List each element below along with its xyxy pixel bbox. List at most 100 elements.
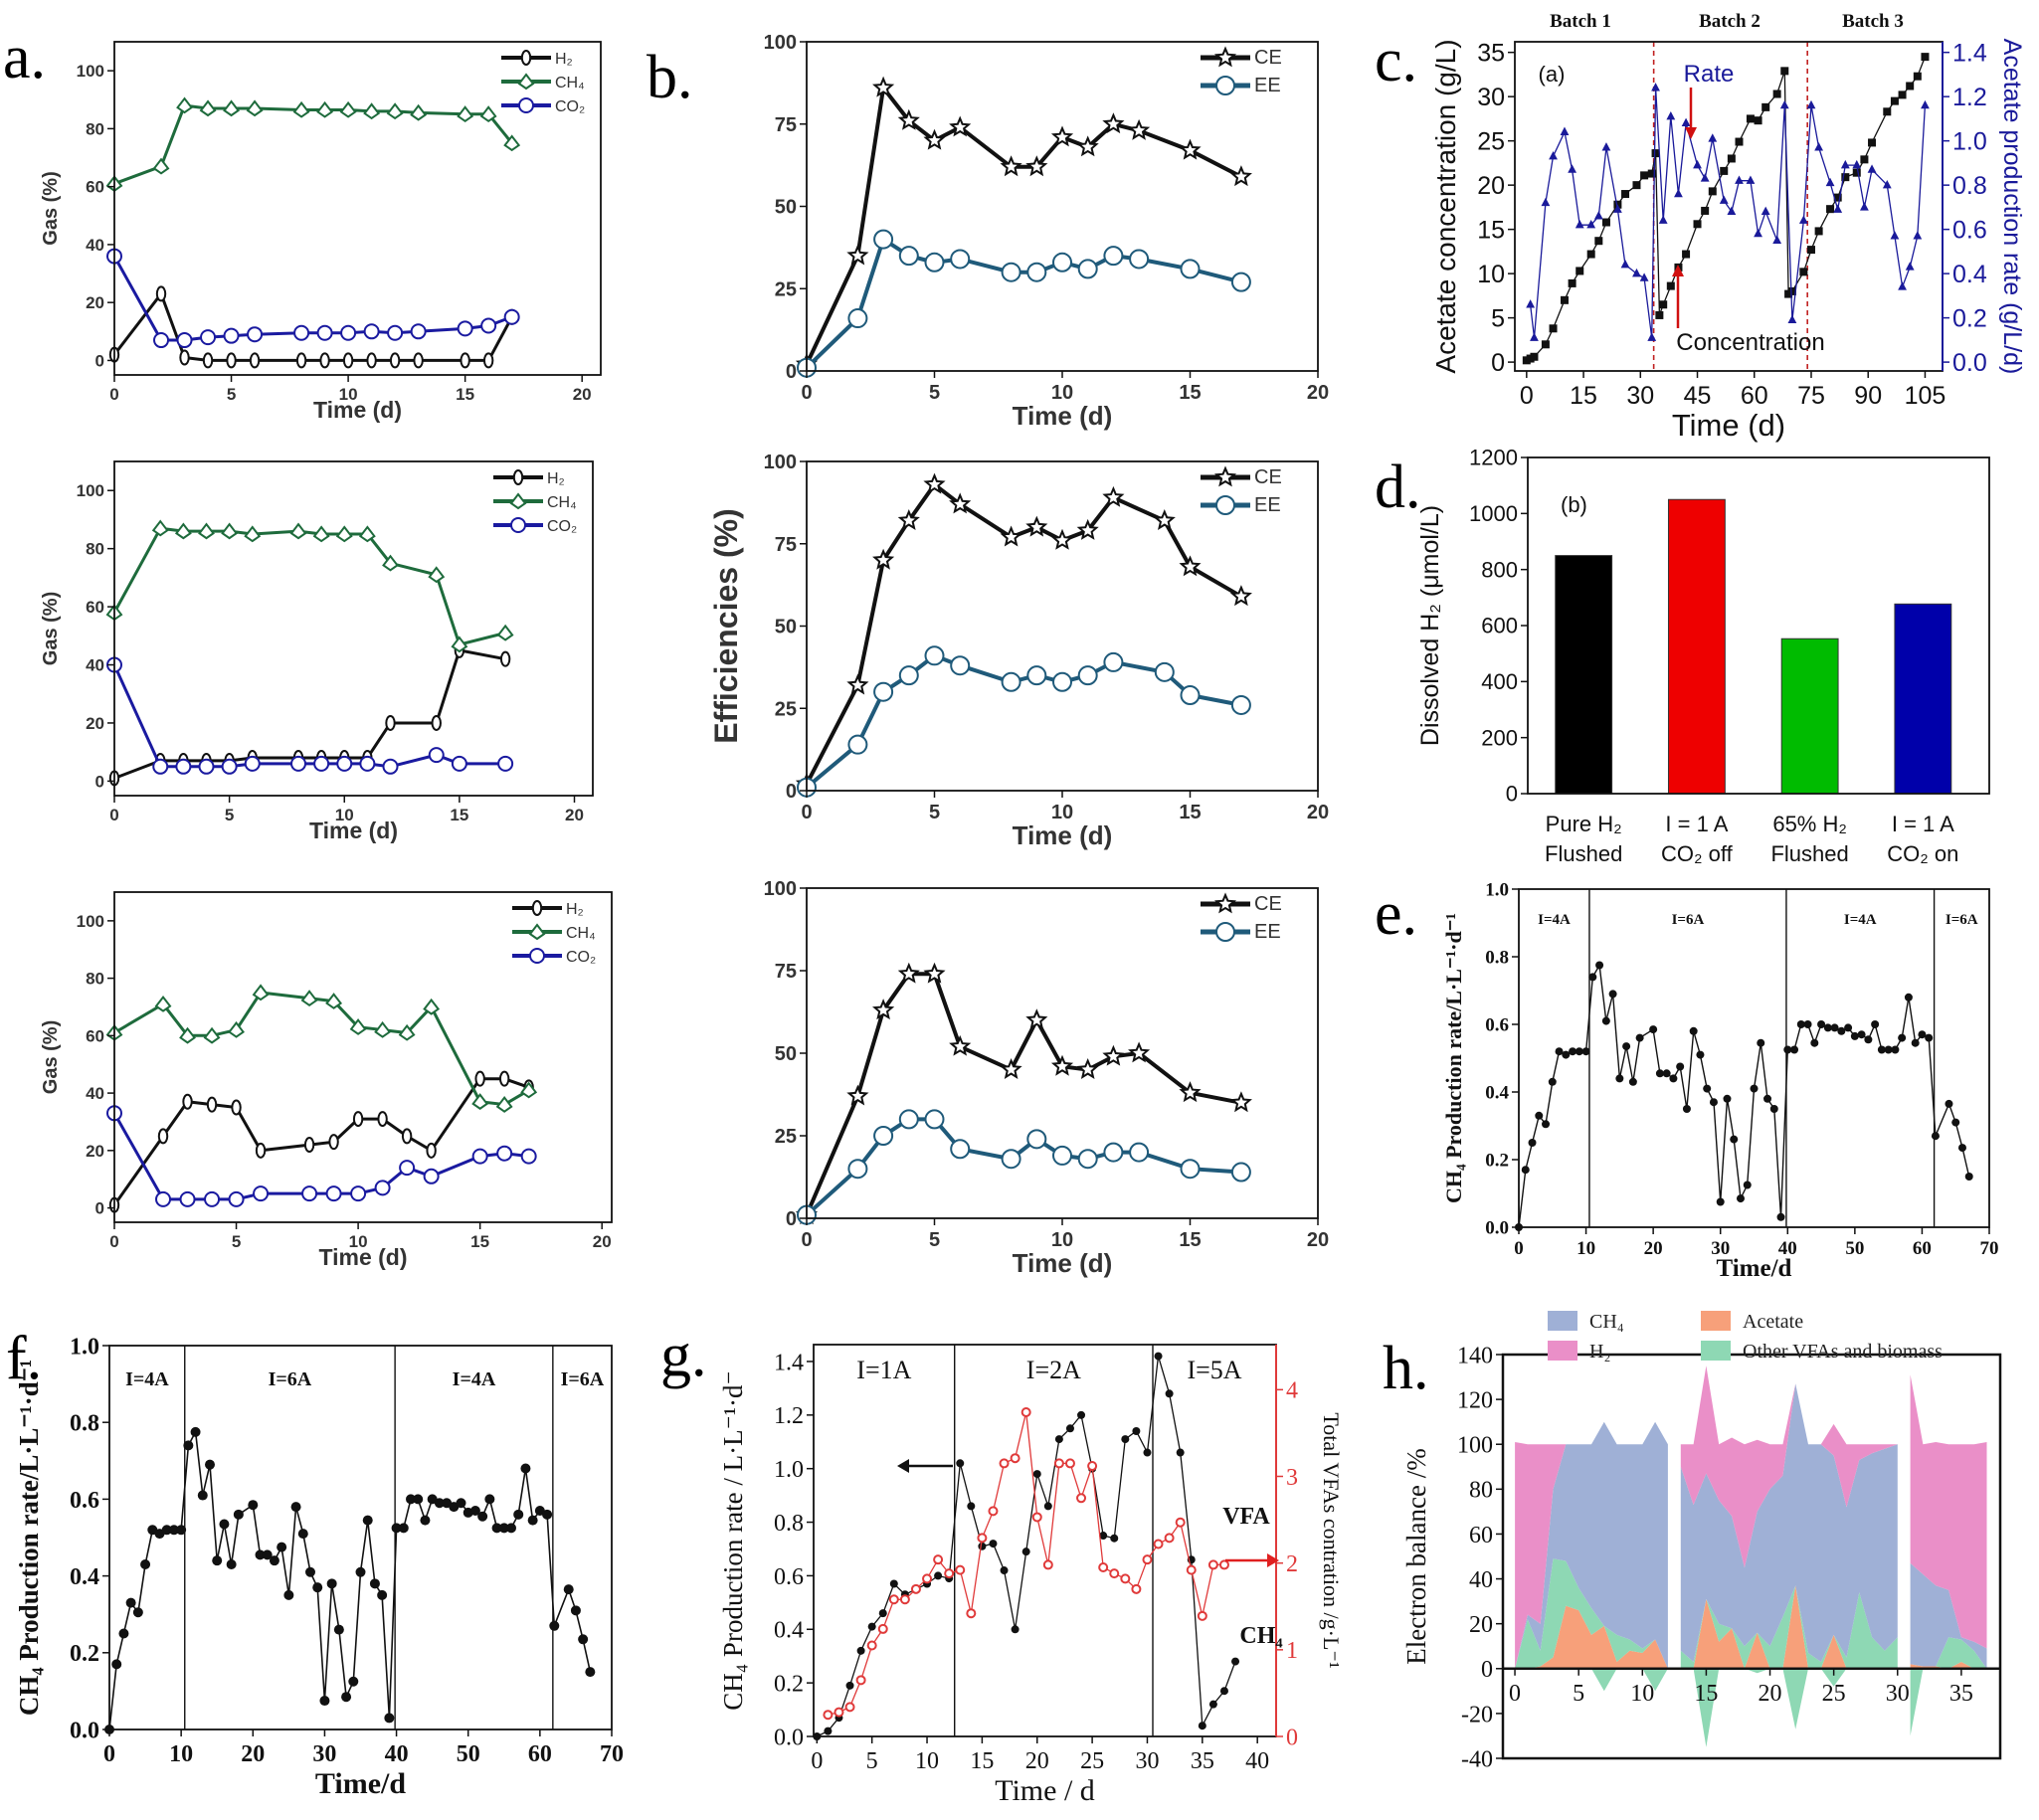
y-tick-label: 140: [1457, 1343, 1493, 1368]
e-series-point: [1601, 1016, 1610, 1025]
g-ch-point: [978, 1542, 987, 1550]
a1-ch-line: [113, 103, 513, 186]
y-tick-label: 0.6: [70, 1488, 99, 1514]
a2-ch-point: [382, 554, 399, 572]
legend-label: CE: [1254, 893, 1282, 915]
b3-ee-point: [1103, 1142, 1124, 1163]
c-rate-point: [1890, 231, 1900, 240]
y2-tick-label: 1.0: [1952, 127, 1987, 155]
c-concentration-point: [1860, 155, 1869, 164]
y-tick-label: 25: [1477, 127, 1505, 155]
a1-ch-point: [292, 100, 310, 118]
e-series-point: [1555, 1047, 1564, 1056]
c-concentration-point: [1693, 220, 1702, 229]
f-series-point: [269, 1555, 279, 1566]
a3-h-point: [352, 1111, 364, 1128]
y-axis-label: Gas (%): [40, 592, 62, 665]
b3-ee-point: [1026, 1129, 1047, 1150]
g-ch-point: [1011, 1625, 1020, 1634]
c-concentration-point: [1594, 237, 1603, 246]
e-series-point: [1964, 1173, 1973, 1181]
y2-tick-label: 0.2: [1952, 304, 1987, 332]
f-series-point: [197, 1490, 208, 1501]
b2-ee-point: [1230, 694, 1251, 715]
y-tick-label: 0.2: [70, 1641, 99, 1667]
c-rate-point: [1806, 99, 1816, 109]
c-rate-point: [1586, 219, 1596, 229]
x-tick-label: 0: [1514, 1238, 1524, 1259]
e-series-point: [1588, 973, 1597, 982]
panel-d: d. Pure H₂ Flushed I = 1 A CO₂ off 65% H₂ Flus…: [1375, 446, 1990, 866]
f-series-point: [277, 1542, 287, 1552]
b3-ee-point: [924, 1109, 945, 1130]
y-tick-label: 0.4: [774, 1618, 804, 1644]
a1-h-point: [202, 352, 214, 369]
x-tick-label: 20: [565, 806, 584, 824]
legend-item-ee: EE: [1201, 494, 1281, 516]
a1-co-point: [480, 317, 497, 334]
f-series-point: [283, 1589, 294, 1600]
legend-item-ch: CH₄: [493, 492, 577, 511]
g-ch-point: [1043, 1502, 1052, 1511]
x-tick-label: 20: [1307, 1229, 1329, 1251]
a1-ch-point: [152, 157, 170, 175]
x-tick-label: 60: [1741, 382, 1768, 410]
f-series-point: [377, 1589, 388, 1600]
c-concentration-point: [1666, 281, 1675, 290]
y-tick-label: -20: [1461, 1702, 1493, 1728]
x-tick-label: 10: [335, 806, 354, 824]
c-concentration-point: [1632, 181, 1641, 190]
e-series-point: [1776, 1212, 1785, 1221]
y-tick-label: 100: [77, 62, 104, 81]
b1-ee-point: [1180, 259, 1201, 279]
x-tick-label: 10: [169, 1741, 193, 1767]
f-series-point: [312, 1582, 323, 1593]
a1-ch-point: [339, 100, 357, 118]
c-concentration-point: [1906, 82, 1915, 91]
c-rate-point: [1693, 159, 1702, 169]
annotation-batch-2: Batch 2: [1699, 11, 1761, 32]
b1-ee-point: [1230, 272, 1251, 292]
c-rate-point: [1735, 175, 1744, 184]
f-series-point: [563, 1584, 574, 1595]
x-tick-label: 0: [109, 1232, 118, 1251]
a1-ch-point: [457, 105, 474, 123]
y-axis-label: CH₄ Production rate/L·L⁻¹·d⁻¹: [1441, 913, 1466, 1203]
b2-ee-point: [1103, 651, 1124, 672]
b1-ce-point: [1025, 155, 1048, 177]
g-ch-point: [867, 1622, 876, 1631]
x-tick-label: 60: [528, 1741, 552, 1767]
c-concentration-point: [1560, 295, 1569, 304]
panel-sublabel: (b): [1561, 492, 1587, 517]
y-tick-label: 20: [1469, 1612, 1493, 1638]
x-tick-label: 5: [866, 1748, 878, 1774]
b3-ee-point: [1001, 1149, 1021, 1170]
b2-ee-point: [1077, 665, 1098, 686]
a1-ch-point: [246, 99, 264, 117]
h-other-negative-area: [1515, 1668, 1668, 1692]
plot-frame: [1518, 888, 1990, 1228]
y-tick-label: 400: [1481, 669, 1518, 694]
g-ch-point: [934, 1571, 943, 1580]
c-concentration-point: [1841, 173, 1850, 182]
b1-ce-point: [872, 76, 895, 97]
y2-tick-label: 3: [1286, 1465, 1298, 1491]
g-ch-point: [1054, 1435, 1063, 1444]
x-tick-label: 25: [1822, 1681, 1846, 1707]
legend-item-other-vfas-and-biomass: Other VFAs and biomass: [1701, 1341, 1943, 1363]
f-series-point: [362, 1515, 373, 1526]
x-tick-label: 40: [385, 1741, 409, 1767]
x-tick-label: 0: [109, 806, 118, 824]
f-series-point: [233, 1509, 244, 1520]
g-vfa-point: [1042, 1559, 1053, 1570]
e-series-point: [1783, 1045, 1792, 1054]
y-tick-label: 0.0: [774, 1725, 804, 1750]
c-rate-point: [1898, 281, 1907, 290]
b1-ce-point: [1050, 125, 1074, 147]
x-tick-label: 0: [811, 1748, 823, 1774]
e-series-point: [1945, 1099, 1953, 1108]
y-axis-label: CH₄ Production rate / L·L⁻¹·d⁻: [718, 1370, 748, 1710]
x-axis-label: Time/d: [1709, 1818, 1794, 1820]
x-tick-label: 10: [1630, 1681, 1654, 1707]
x-tick-label: 50: [1845, 1238, 1864, 1259]
